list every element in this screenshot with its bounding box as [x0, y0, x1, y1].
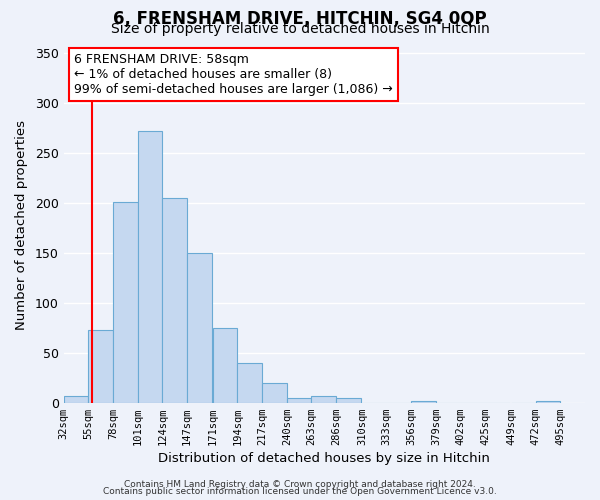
Bar: [88, 330, 113, 402]
Bar: [187, 252, 212, 402]
Bar: [238, 362, 262, 403]
Bar: [137, 130, 163, 402]
Bar: [411, 400, 436, 402]
Text: Size of property relative to detached houses in Hitchin: Size of property relative to detached ho…: [110, 22, 490, 36]
X-axis label: Distribution of detached houses by size in Hitchin: Distribution of detached houses by size …: [158, 452, 490, 465]
Text: Contains HM Land Registry data © Crown copyright and database right 2024.: Contains HM Land Registry data © Crown c…: [124, 480, 476, 489]
Text: 6 FRENSHAM DRIVE: 58sqm
← 1% of detached houses are smaller (8)
99% of semi-deta: 6 FRENSHAM DRIVE: 58sqm ← 1% of detached…: [74, 53, 393, 96]
Bar: [113, 202, 137, 402]
Bar: [64, 396, 88, 402]
Bar: [336, 398, 361, 402]
Bar: [163, 198, 187, 402]
Bar: [213, 328, 238, 402]
Bar: [287, 398, 311, 402]
Text: 6, FRENSHAM DRIVE, HITCHIN, SG4 0QP: 6, FRENSHAM DRIVE, HITCHIN, SG4 0QP: [113, 10, 487, 28]
Y-axis label: Number of detached properties: Number of detached properties: [15, 120, 28, 330]
Text: Contains public sector information licensed under the Open Government Licence v3: Contains public sector information licen…: [103, 488, 497, 496]
Bar: [311, 396, 336, 402]
Bar: [536, 400, 560, 402]
Bar: [262, 382, 287, 402]
